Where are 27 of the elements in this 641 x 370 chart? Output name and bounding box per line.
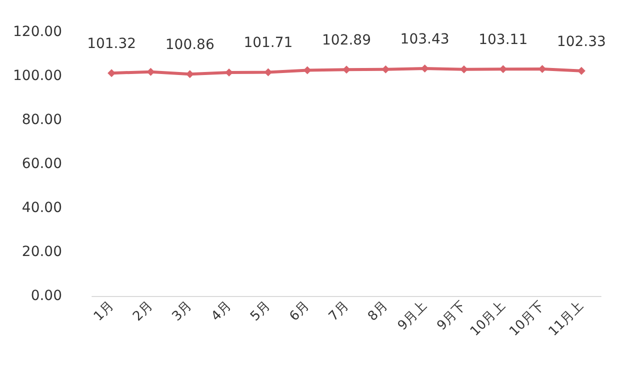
y-tick-label: 80.00: [22, 112, 62, 128]
data-label: 102.33: [556, 34, 606, 50]
x-tick-label: 10月上: [468, 298, 508, 340]
x-tick-label: 3月: [170, 298, 196, 324]
data-label: 101.32: [87, 36, 136, 52]
x-tick-label: 4月: [208, 298, 234, 324]
data-label: 103.43: [400, 31, 450, 48]
y-tick-label: 40.00: [22, 200, 62, 216]
x-tick-label: 2月: [130, 298, 156, 324]
x-tick-label: 8月: [365, 298, 391, 324]
y-tick-label: 120.00: [13, 24, 62, 40]
data-label: 100.86: [165, 37, 214, 54]
x-tick-label: 1月: [91, 298, 117, 324]
x-tick-label: 10月下: [506, 298, 548, 340]
x-tick-label: 9月上: [395, 298, 430, 334]
x-tick-label: 9月下: [434, 298, 470, 334]
data-label: 102.89: [322, 32, 371, 49]
x-tick-label: 6月: [287, 298, 313, 324]
data-label: 101.71: [244, 35, 293, 52]
x-tick-label: 7月: [326, 298, 352, 324]
y-tick-label: 20.00: [22, 244, 62, 260]
x-tick-label: 11月上: [546, 298, 587, 340]
y-tick-label: 0.00: [30, 288, 62, 304]
y-tick-label: 60.00: [22, 156, 62, 172]
y-tick-label: 100.00: [13, 68, 62, 84]
x-tick-label: 5月: [248, 298, 274, 324]
data-label: 103.11: [478, 32, 528, 48]
